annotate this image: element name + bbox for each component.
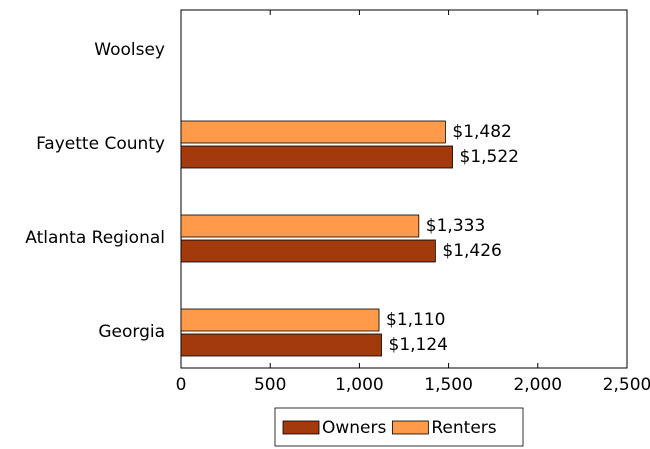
bar xyxy=(180,333,382,357)
x-tick-label: 1,000 xyxy=(335,375,384,395)
value-label: $1,482 xyxy=(452,122,511,142)
bar xyxy=(180,308,380,332)
y-tick-label: Georgia xyxy=(98,322,165,342)
y-tick-label: Woolsey xyxy=(94,40,165,60)
bar xyxy=(180,239,436,263)
x-tick-label: 500 xyxy=(254,375,286,395)
bar xyxy=(180,145,453,169)
y-tick-label: Atlanta Regional xyxy=(25,228,165,248)
x-tick-label: 2,500 xyxy=(603,375,650,395)
legend-swatch xyxy=(282,420,320,435)
value-label: $1,124 xyxy=(389,335,448,355)
legend-label: Renters xyxy=(431,418,496,438)
value-label: $1,426 xyxy=(442,241,501,261)
x-tick-label: 2,000 xyxy=(513,375,562,395)
value-label: $1,110 xyxy=(386,310,445,330)
legend-label: Owners xyxy=(322,418,387,438)
legend-swatch xyxy=(391,420,429,435)
y-tick-label: Fayette County xyxy=(36,134,165,154)
plot-frame xyxy=(180,9,628,369)
x-tick-label: 0 xyxy=(176,375,187,395)
x-tick-label: 1,500 xyxy=(424,375,473,395)
value-label: $1,522 xyxy=(460,147,519,167)
bar xyxy=(180,120,446,144)
value-label: $1,333 xyxy=(426,216,485,236)
bar xyxy=(180,214,420,238)
